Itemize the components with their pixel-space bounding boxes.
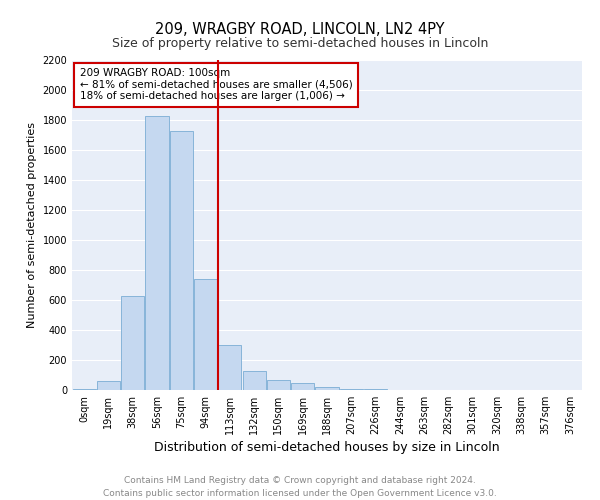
Text: 209 WRAGBY ROAD: 100sqm
← 81% of semi-detached houses are smaller (4,506)
18% of: 209 WRAGBY ROAD: 100sqm ← 81% of semi-de… <box>80 68 352 102</box>
Bar <box>267 380 290 390</box>
Bar <box>291 383 314 390</box>
Bar <box>194 279 217 390</box>
Bar <box>218 345 241 390</box>
Bar <box>170 130 193 390</box>
Bar <box>73 388 95 390</box>
X-axis label: Distribution of semi-detached houses by size in Lincoln: Distribution of semi-detached houses by … <box>154 441 500 454</box>
Text: Size of property relative to semi-detached houses in Lincoln: Size of property relative to semi-detach… <box>112 38 488 51</box>
Bar <box>145 116 169 390</box>
Bar <box>97 381 120 390</box>
Bar <box>121 296 144 390</box>
Bar <box>364 389 387 390</box>
Bar <box>242 370 266 390</box>
Text: 209, WRAGBY ROAD, LINCOLN, LN2 4PY: 209, WRAGBY ROAD, LINCOLN, LN2 4PY <box>155 22 445 38</box>
Y-axis label: Number of semi-detached properties: Number of semi-detached properties <box>27 122 37 328</box>
Bar <box>340 388 363 390</box>
Text: Contains HM Land Registry data © Crown copyright and database right 2024.
Contai: Contains HM Land Registry data © Crown c… <box>103 476 497 498</box>
Bar <box>316 387 338 390</box>
